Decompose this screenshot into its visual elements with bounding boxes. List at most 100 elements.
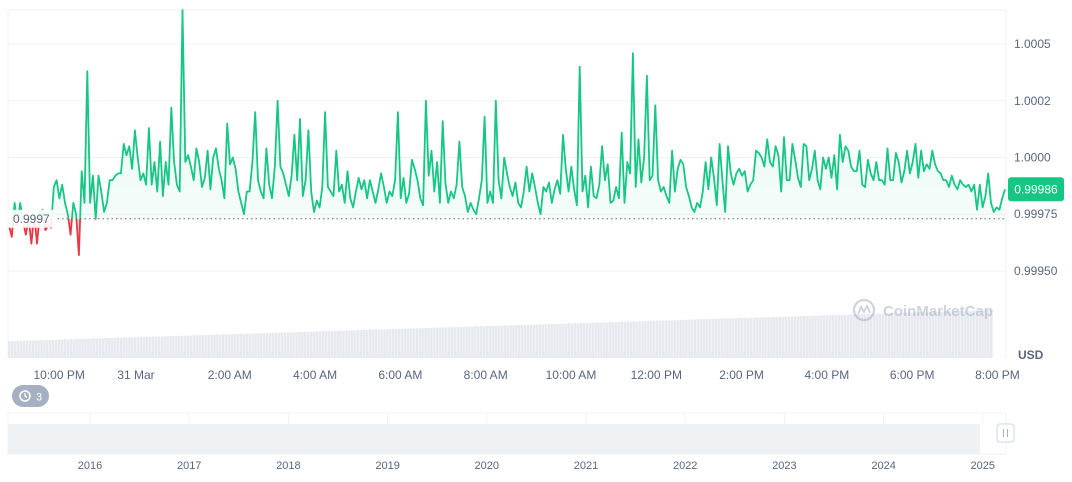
x-tick-label-4: 6:00 AM <box>378 368 422 382</box>
volume-bar <box>582 323 586 358</box>
y-tick-label-4: 0.99950 <box>1014 264 1058 278</box>
volume-bar <box>87 338 90 358</box>
volume-bar <box>98 338 102 358</box>
volume-bar <box>178 335 181 358</box>
annotation-badge[interactable]: 3 <box>12 385 49 407</box>
time-navigator[interactable]: 2016 2017 2018 2019 2020 2021 2022 2023 2024 2025 <box>7 412 1015 472</box>
volume-bar <box>925 312 929 358</box>
volume-bar <box>696 319 700 358</box>
volume-bar <box>365 330 369 358</box>
navigator-year-2022: 2022 <box>673 460 697 472</box>
volume-bar <box>263 332 266 358</box>
volume-bar <box>638 321 641 358</box>
volume-bar <box>981 310 984 358</box>
volume-bar <box>110 337 114 358</box>
volume-bar <box>277 332 281 358</box>
volume-bar <box>368 329 372 358</box>
volume-bar <box>946 311 949 358</box>
volume-bar <box>315 331 319 358</box>
volume-bar <box>25 340 29 358</box>
volume-bar <box>793 316 797 358</box>
volume-bar <box>635 321 638 358</box>
volume-bar <box>825 315 829 358</box>
x-axis-ticks: 10:00 PM 31 Mar 2:00 AM 4:00 AM 6:00 AM 8:00 … <box>33 368 1019 382</box>
volume-bar <box>978 310 981 358</box>
volume-bar <box>418 328 421 358</box>
volume-bar <box>740 318 744 358</box>
navigator-year-2017: 2017 <box>177 460 201 472</box>
volume-bar <box>881 313 885 358</box>
volume-bar <box>22 340 26 358</box>
volume-bar <box>943 311 946 358</box>
volume-bar <box>441 327 445 358</box>
volume-bar <box>371 329 375 358</box>
volume-bar <box>732 318 735 358</box>
volume-bar <box>309 331 313 358</box>
volume-bar <box>157 336 161 358</box>
volume-bar <box>682 320 685 358</box>
history-icon-hands <box>24 393 28 399</box>
volume-bar <box>394 329 398 358</box>
volume-bar <box>415 328 419 358</box>
volume-bar <box>737 317 741 358</box>
volume-bar <box>54 339 58 358</box>
volume-bar <box>254 333 257 358</box>
volume-bar <box>298 331 301 358</box>
volume-bar <box>547 324 550 358</box>
volume-bar <box>907 312 911 358</box>
volume-bar <box>397 328 401 358</box>
volume-bar <box>450 327 454 358</box>
volume-bar <box>301 332 304 358</box>
volume-bar <box>931 311 934 358</box>
currency-unit-label: USD <box>1018 348 1044 362</box>
volume-bar <box>758 317 762 358</box>
navigator-selection[interactable] <box>8 424 980 454</box>
volume-bar <box>116 337 119 358</box>
volume-bar <box>676 320 679 358</box>
volume-bar <box>392 328 395 358</box>
watermark-text: CoinMarketCap <box>883 303 993 320</box>
volume-bar <box>336 330 339 358</box>
annotation-count: 3 <box>36 392 42 404</box>
volume-bar <box>324 331 328 358</box>
volume-bar <box>465 326 468 358</box>
volume-bar <box>887 313 890 358</box>
price-area <box>9 10 1005 256</box>
volume-bar <box>148 336 152 358</box>
price-line <box>8 9 1006 256</box>
x-tick-label-7: 12:00 PM <box>631 368 682 382</box>
volume-bar <box>447 327 451 358</box>
current-price-badge: 0.99986 <box>1008 177 1064 202</box>
volume-bar <box>216 334 219 358</box>
volume-bar <box>576 323 580 358</box>
volume-bar <box>286 332 290 358</box>
volume-bar <box>491 325 495 358</box>
volume-bar <box>884 313 888 358</box>
volume-bar <box>614 321 618 358</box>
x-tick-label-10: 6:00 PM <box>890 368 935 382</box>
volume-bar <box>485 325 489 358</box>
volume-bar <box>374 329 377 358</box>
volume-bar <box>477 326 480 358</box>
volume-bar <box>224 334 228 358</box>
x-tick-label-2: 2:00 AM <box>208 368 252 382</box>
volume-bar <box>714 318 718 358</box>
volume-bar <box>673 320 676 358</box>
volume-bar <box>951 311 955 358</box>
navigator-year-2019: 2019 <box>375 460 399 472</box>
x-tick-label-8: 2:00 PM <box>719 368 764 382</box>
navigator-right-handle[interactable] <box>996 423 1015 443</box>
x-tick-label-9: 4:00 PM <box>805 368 850 382</box>
volume-bar <box>239 333 243 358</box>
volume-bar <box>632 321 635 358</box>
volume-bar <box>990 310 993 358</box>
y-tick-label-3: 0.99975 <box>1014 207 1058 221</box>
volume-bar <box>283 332 287 358</box>
navigator-year-2024: 2024 <box>871 460 895 472</box>
volume-bar <box>796 316 800 358</box>
volume-bar <box>210 334 213 358</box>
volume-bar <box>664 320 668 358</box>
volume-bar <box>474 326 477 358</box>
volume-bar <box>913 312 917 358</box>
